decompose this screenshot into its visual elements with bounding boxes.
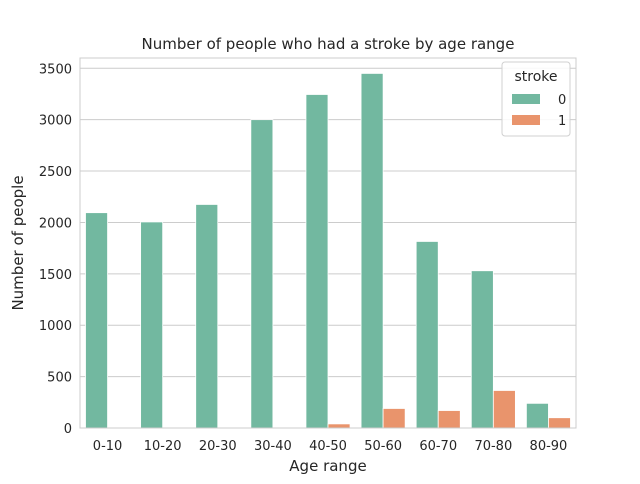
- y-tick-label: 1000: [39, 319, 72, 334]
- bar-40-50-stroke-1: [328, 424, 350, 428]
- bar-30-40-stroke-0: [251, 120, 273, 428]
- bar-60-70-stroke-1: [438, 411, 460, 428]
- x-tick-label: 30-40: [254, 439, 292, 454]
- bar-80-90-stroke-0: [526, 403, 548, 428]
- bar-70-80-stroke-0: [471, 271, 493, 428]
- y-tick-label: 500: [47, 371, 72, 386]
- chart-title: Number of people who had a stroke by age…: [142, 35, 515, 53]
- bar-10-20-stroke-0: [141, 222, 163, 428]
- bar-50-60-stroke-1: [383, 408, 405, 428]
- legend-label: 0: [558, 93, 566, 108]
- x-tick-label: 10-20: [144, 439, 182, 454]
- bar-60-70-stroke-0: [416, 241, 438, 428]
- x-tick-label: 70-80: [474, 439, 512, 454]
- x-tick-label: 40-50: [309, 439, 347, 454]
- x-tick-label: 0-10: [93, 439, 123, 454]
- bar-80-90-stroke-1: [548, 418, 570, 428]
- x-tick-label: 20-30: [199, 439, 237, 454]
- y-axis-label: Number of people: [9, 175, 27, 310]
- legend-title: stroke: [514, 69, 557, 85]
- legend-swatch: [512, 115, 540, 125]
- x-tick-label: 60-70: [419, 439, 457, 454]
- x-tick-label: 50-60: [364, 439, 402, 454]
- legend: stroke 0 1: [502, 62, 570, 136]
- bar-70-80-stroke-1: [493, 390, 515, 428]
- y-tick-label: 2500: [39, 165, 72, 180]
- bar-50-60-stroke-0: [361, 73, 383, 428]
- bar-40-50-stroke-0: [306, 94, 328, 428]
- y-tick-label: 2000: [39, 216, 72, 231]
- x-axis-label: Age range: [289, 457, 366, 475]
- bar-0-10-stroke-0: [86, 213, 108, 428]
- bar-20-30-stroke-0: [196, 204, 218, 428]
- x-tick-label: 80-90: [530, 439, 568, 454]
- y-tick-label: 1500: [39, 268, 72, 283]
- x-tick-labels: 0-10 10-20 20-30 30-40 40-50 50-60 60-70 70-80 8…: [93, 439, 568, 454]
- y-tick-label: 0: [64, 422, 72, 437]
- y-tick-label: 3000: [39, 114, 72, 129]
- y-tick-label: 3500: [39, 62, 72, 77]
- legend-label: 1: [558, 114, 566, 129]
- legend-swatch: [512, 94, 540, 104]
